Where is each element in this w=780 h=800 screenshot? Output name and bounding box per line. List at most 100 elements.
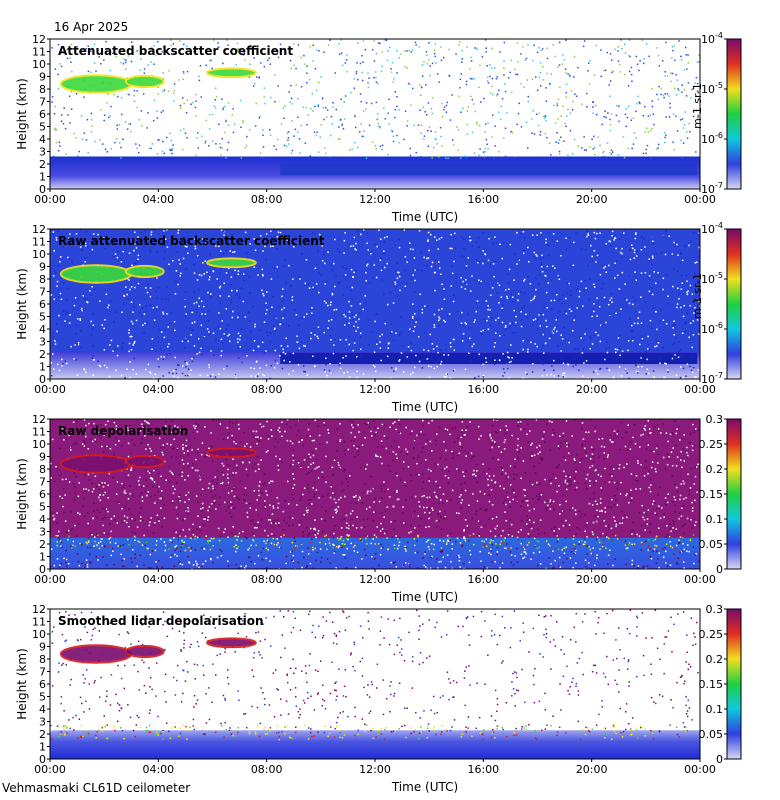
- speckle: [183, 346, 186, 349]
- speckle: [388, 98, 390, 101]
- speckle: [259, 367, 261, 369]
- speckle: [127, 93, 129, 95]
- speckle: [170, 456, 173, 459]
- speckle: [149, 249, 151, 251]
- speckle: [295, 84, 298, 86]
- speckle: [377, 427, 379, 430]
- speckle: [460, 502, 463, 504]
- speckle: [284, 353, 287, 355]
- speckle: [484, 509, 486, 511]
- speckle: [490, 432, 493, 434]
- speckle: [182, 257, 185, 260]
- speckle: [240, 126, 242, 129]
- speckle: [183, 43, 185, 46]
- speckle: [363, 526, 366, 528]
- speckle: [627, 105, 630, 108]
- speckle: [160, 111, 163, 114]
- speckle: [139, 430, 142, 432]
- speckle: [361, 502, 364, 504]
- speckle: [624, 445, 627, 448]
- speckle: [195, 422, 197, 425]
- speckle: [689, 131, 691, 133]
- speckle: [273, 366, 276, 369]
- speckle: [262, 146, 265, 148]
- speckle: [398, 109, 400, 111]
- speckle: [639, 102, 641, 105]
- speckle: [646, 368, 648, 370]
- speckle: [545, 291, 548, 294]
- speckle: [227, 560, 229, 562]
- speckle: [150, 450, 153, 452]
- speckle: [509, 243, 512, 246]
- speckle: [156, 153, 159, 155]
- speckle: [83, 515, 86, 518]
- speckle: [686, 137, 689, 139]
- speckle: [103, 327, 105, 330]
- speckle: [440, 551, 443, 554]
- speckle: [561, 54, 564, 56]
- speckle: [616, 504, 619, 506]
- speckle: [478, 535, 481, 537]
- speckle: [325, 357, 327, 360]
- speckle: [582, 375, 584, 377]
- speckle: [645, 373, 647, 375]
- speckle: [406, 283, 408, 285]
- x-tick-label: 16:00: [467, 193, 499, 206]
- speckle: [635, 364, 637, 367]
- boundary-layer: [50, 537, 700, 569]
- speckle: [457, 454, 459, 457]
- speckle: [359, 62, 362, 65]
- speckle: [134, 286, 136, 289]
- speckle: [325, 510, 327, 512]
- speckle: [84, 435, 87, 438]
- speckle: [610, 441, 613, 443]
- speckle: [365, 280, 367, 282]
- speckle: [227, 481, 230, 484]
- speckle: [360, 233, 362, 236]
- speckle: [178, 495, 180, 498]
- speckle: [201, 546, 203, 549]
- speckle: [219, 423, 222, 425]
- speckle: [409, 147, 412, 150]
- speckle: [287, 480, 289, 483]
- speckle: [472, 103, 475, 105]
- speckle: [375, 276, 378, 279]
- speckle: [437, 485, 440, 487]
- speckle: [124, 506, 127, 508]
- speckle: [525, 498, 528, 501]
- speckle: [242, 530, 244, 533]
- speckle: [679, 348, 682, 351]
- speckle: [380, 547, 383, 550]
- speckle: [421, 367, 424, 369]
- speckle: [227, 468, 229, 471]
- speckle: [228, 333, 231, 336]
- speckle: [161, 51, 163, 53]
- speckle: [262, 373, 264, 376]
- speckle: [578, 541, 581, 543]
- speckle: [643, 427, 646, 430]
- speckle: [550, 482, 552, 485]
- speckle: [640, 464, 642, 466]
- speckle: [158, 560, 160, 562]
- speckle: [87, 152, 89, 154]
- speckle: [593, 481, 596, 484]
- speckle: [544, 115, 547, 117]
- speckle: [573, 76, 575, 78]
- speckle: [639, 343, 641, 346]
- speckle: [61, 497, 64, 500]
- speckle: [428, 42, 430, 44]
- speckle: [685, 274, 688, 277]
- speckle: [110, 339, 113, 342]
- speckle: [341, 481, 343, 484]
- speckle: [349, 475, 351, 477]
- speckle: [662, 277, 665, 280]
- speckle: [243, 51, 245, 54]
- speckle: [237, 535, 239, 538]
- speckle: [681, 525, 684, 528]
- speckle: [638, 69, 640, 72]
- speckle: [400, 352, 403, 354]
- speckle: [493, 363, 496, 365]
- speckle: [288, 143, 290, 145]
- speckle: [211, 485, 214, 487]
- speckle: [695, 521, 697, 523]
